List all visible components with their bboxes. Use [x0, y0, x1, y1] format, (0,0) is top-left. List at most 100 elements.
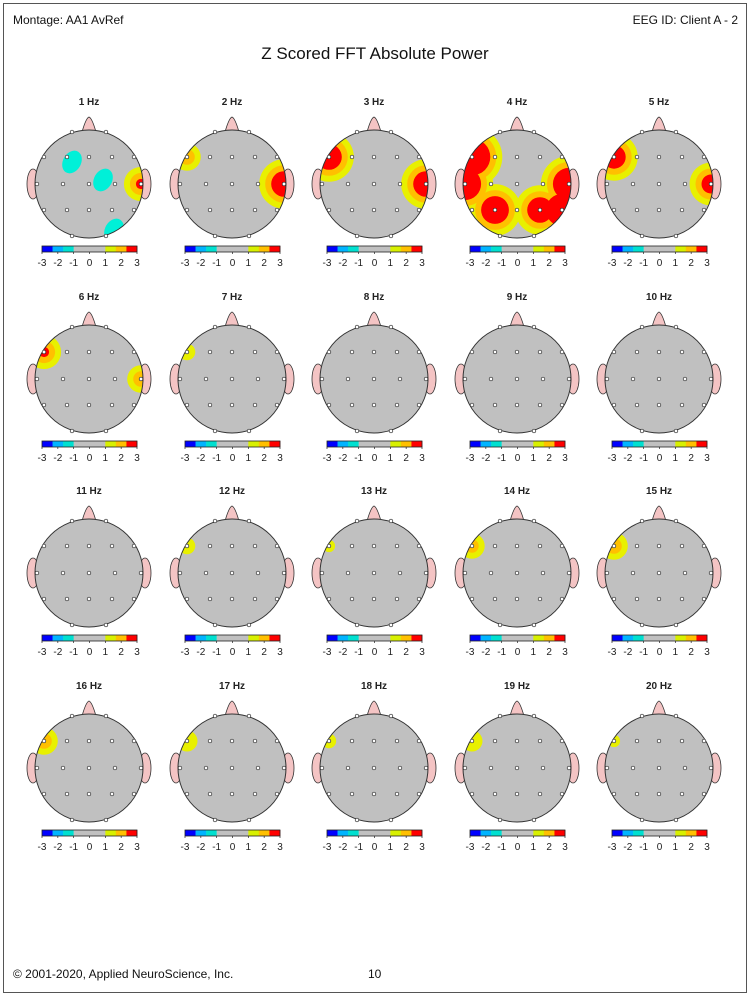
electrode-t4: [138, 376, 144, 381]
colorbar-tick-label: 3: [134, 258, 140, 269]
electrode-fp2: [673, 324, 679, 329]
colorbar-segment: [654, 246, 666, 252]
colorbar-segment: [469, 829, 481, 836]
colorbar-segment: [52, 246, 64, 252]
colorbar-segment: [226, 440, 238, 447]
topomap-svg: 10 Hz -3 -2 -1 0 1 2 3: [596, 292, 722, 464]
electrode-p3: [634, 596, 640, 602]
colorbar-segment: [73, 440, 85, 447]
electrode-t6: [559, 207, 564, 213]
colorbar-segment: [553, 829, 565, 836]
colorbar-tick-label: -3: [608, 453, 617, 464]
electrode-p3: [207, 207, 212, 213]
colorbar-segment: [643, 829, 655, 836]
topomap-9hz: 9 Hz -3 -2 -1 0 1 2 3: [447, 290, 587, 465]
electrode-f7: [469, 349, 474, 354]
electrode-fp2: [531, 518, 536, 524]
electrode-cz: [371, 181, 377, 187]
colorbar-tick-label: 1: [388, 647, 394, 658]
colorbar-tick-label: -1: [69, 647, 78, 658]
electrode-f7: [184, 738, 189, 743]
electrode-t5: [611, 791, 617, 796]
electrode-f4: [252, 349, 257, 354]
colorbar-tick-label: 2: [118, 647, 124, 658]
colorbar-segment: [633, 635, 644, 641]
electrode-c4: [112, 570, 118, 576]
map-label: 8 Hz: [364, 292, 385, 303]
colorbar-tick-label: 2: [688, 647, 694, 658]
colorbar-tick-label: 0: [229, 258, 235, 269]
electrode-o2: [388, 817, 394, 822]
electrode-t4: [138, 765, 144, 770]
electrode-fp1: [212, 518, 217, 524]
electrode-pz: [371, 596, 377, 602]
electrode-fp2: [673, 713, 679, 718]
electrode-fz: [229, 543, 234, 549]
electrode-fp2: [531, 713, 536, 718]
electrode-f4: [537, 154, 542, 160]
nose-icon: [366, 311, 382, 327]
colorbar-segment: [268, 440, 280, 447]
electrode-c3: [203, 376, 208, 381]
electrode-fp1: [497, 324, 502, 329]
electrode-f8: [131, 154, 137, 160]
electrode-p3: [207, 791, 212, 796]
colorbar-tick-label: -3: [38, 842, 47, 853]
colorbar-segment: [358, 440, 370, 447]
electrode-o2: [388, 428, 394, 433]
electrode-t4: [281, 765, 286, 770]
colorbar-segment: [643, 246, 655, 252]
negative-hotspot: [93, 168, 113, 192]
topomap-4hz: 4 Hz -3 -2 -1 0 1 2 3: [447, 95, 587, 270]
colorbar-segment: [247, 635, 259, 641]
electrode-f3: [349, 154, 355, 160]
electrode-fp1: [354, 713, 360, 718]
electrode-fp2: [388, 713, 394, 718]
colorbar-tick-label: 1: [673, 258, 679, 269]
colorbar-segment: [622, 246, 634, 252]
topomap-svg: 8 Hz -3 -2 -1 0 1 2 3: [311, 292, 437, 464]
colorbar-tick-label: 2: [546, 453, 552, 464]
electrode-fz: [86, 154, 92, 160]
electrode-f4: [109, 738, 115, 743]
electrode-fz: [371, 349, 377, 354]
topomap-15hz: 15 Hz -3 -2 -1 0 1 2 3: [589, 484, 729, 659]
electrode-fz: [656, 543, 662, 549]
topomap-12hz: 12 Hz -3 -2 -1 0 1 2 3: [162, 484, 302, 659]
colorbar-tick-label: 2: [403, 258, 409, 269]
topomap-6hz: 6 Hz -3 -2 -1 0 1 2 3: [19, 290, 159, 465]
electrode-t6: [559, 791, 564, 796]
colorbar-tick-label: 0: [657, 842, 663, 853]
electrode-f3: [492, 543, 497, 549]
electrode-p3: [492, 207, 497, 213]
colorbar-segment: [184, 829, 196, 836]
colorbar-segment: [216, 440, 228, 447]
electrode-t5: [41, 596, 47, 602]
colorbar-tick-label: -1: [497, 647, 506, 658]
electrode-t5: [184, 207, 189, 213]
colorbar-segment: [268, 635, 280, 641]
electrode-f4: [537, 349, 542, 354]
electrode-o1: [354, 428, 360, 433]
colorbar-tick-label: 0: [657, 647, 663, 658]
colorbar-tick-label: -2: [53, 842, 62, 853]
electrode-t4: [281, 181, 286, 187]
electrode-p3: [492, 791, 497, 796]
electrode-o1: [212, 817, 217, 822]
electrode-t4: [423, 181, 429, 187]
colorbar-segment: [379, 246, 391, 252]
electrode-cz: [371, 765, 377, 770]
electrode-f3: [64, 154, 70, 160]
electrode-o1: [639, 817, 645, 822]
colorbar-segment: [480, 246, 491, 252]
electrode-f4: [679, 543, 685, 549]
map-label: 16 Hz: [76, 681, 102, 692]
electrode-c4: [397, 570, 403, 576]
colorbar-tick-label: 3: [277, 453, 283, 464]
colorbar-tick-label: -2: [623, 258, 632, 269]
topomap-svg: 9 Hz -3 -2 -1 0 1 2 3: [454, 292, 579, 464]
colorbar-tick-label: 3: [704, 647, 710, 658]
colorbar-segment: [258, 829, 270, 836]
colorbar-tick-label: -1: [639, 453, 648, 464]
electrode-t6: [701, 207, 707, 213]
